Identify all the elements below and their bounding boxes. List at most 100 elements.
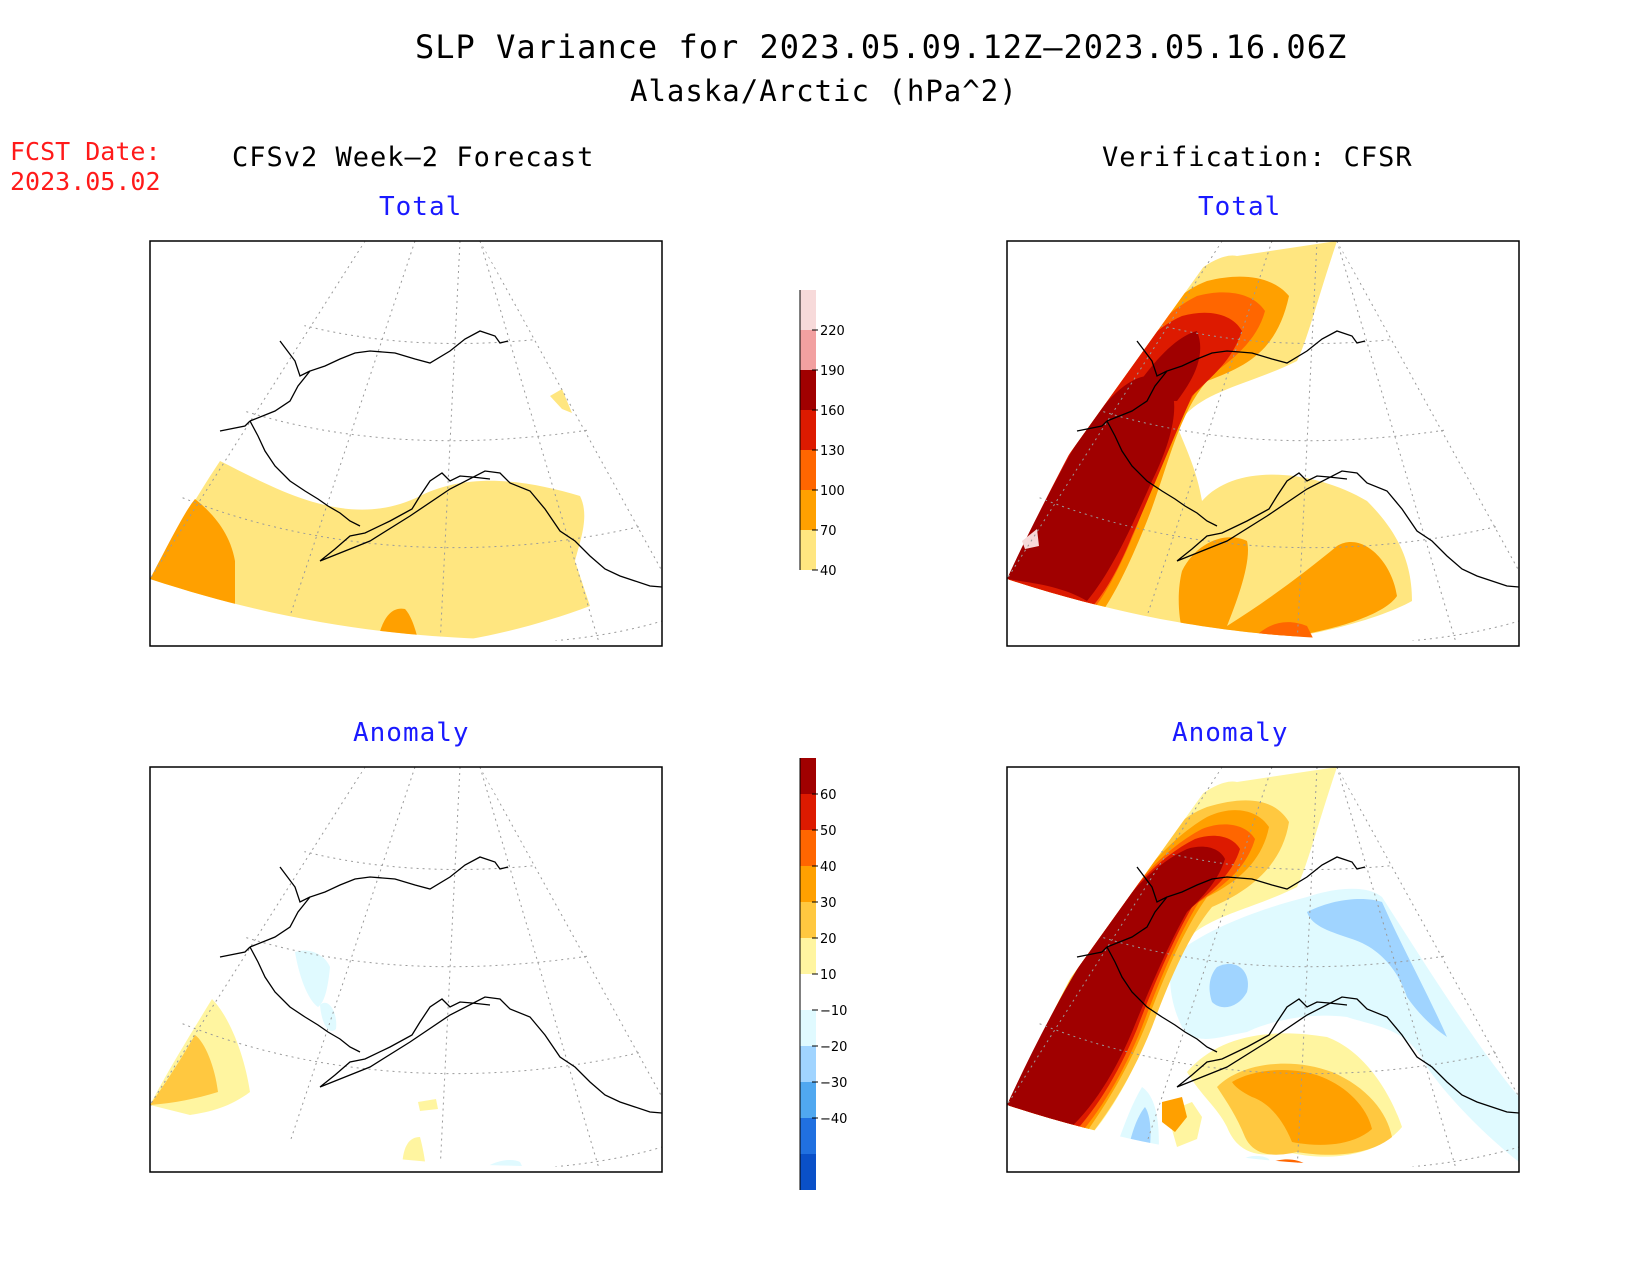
graticule-line <box>229 300 601 344</box>
coastline <box>1076 330 1520 588</box>
contour-region <box>480 1160 525 1172</box>
contour-region <box>1257 1159 1309 1172</box>
fcst-date-value: 2023.05.02 <box>10 167 161 196</box>
colorbar-label: 40 <box>820 564 837 579</box>
contour-region <box>550 389 572 413</box>
forecast-total-title: Total <box>379 192 463 222</box>
colorbar-swatch <box>800 974 816 1010</box>
colorbar-label: 100 <box>820 484 845 499</box>
graticule-line <box>154 1011 662 1075</box>
map-frame <box>1006 240 1520 647</box>
colorbar-swatch <box>800 938 816 974</box>
colorbar-swatch <box>800 530 816 570</box>
verification-total-map <box>1006 240 1520 647</box>
colorbar-swatch <box>800 370 816 410</box>
forecast-total-map <box>149 240 663 647</box>
contour-region <box>150 1035 218 1105</box>
graticule-line <box>1136 241 1273 646</box>
colorbar-swatch <box>800 830 816 866</box>
forecast-anomaly-map <box>149 766 663 1173</box>
graticule-line <box>1296 241 1318 646</box>
graticule-line <box>150 767 366 1106</box>
colorbar-label: −40 <box>820 1112 847 1127</box>
graticule-line <box>279 767 416 1172</box>
coastline <box>219 856 663 1114</box>
colorbar-swatch <box>800 410 816 450</box>
graticule-line <box>189 390 641 442</box>
contour-region <box>1227 1155 1272 1172</box>
contour-region <box>1007 846 1225 1139</box>
coastline <box>219 330 663 588</box>
graticule-line <box>150 241 366 580</box>
colorbar-swatch <box>800 450 816 490</box>
contour-region <box>1007 375 1175 601</box>
graticule-line <box>279 241 416 646</box>
contour-region <box>150 461 590 646</box>
graticule-line <box>1007 241 1223 580</box>
contour-region <box>1127 331 1201 401</box>
map-frame <box>149 766 663 1173</box>
contour-region <box>1232 1070 1372 1145</box>
contour-region <box>320 1002 337 1031</box>
contour-region <box>295 950 330 1007</box>
graticule-line <box>479 767 662 1098</box>
graticule-line <box>1336 241 1458 646</box>
verification-anomaly-title: Anomaly <box>1172 718 1289 748</box>
contour-region <box>1307 899 1447 1037</box>
coastline <box>1076 856 1520 1114</box>
graticule-line <box>229 826 601 870</box>
page-subtitle: Alaska/Arctic (hPa^2) <box>630 74 1018 108</box>
graticule-line <box>479 241 601 646</box>
colorbar-swatch <box>800 1118 816 1154</box>
colorbar-swatch <box>800 794 816 830</box>
contour-region <box>1170 888 1519 1162</box>
contour-region <box>1162 1097 1187 1132</box>
colorbar-label: 40 <box>820 860 837 875</box>
graticule-line <box>154 485 662 549</box>
graticule-line <box>1136 767 1273 1172</box>
colorbar-label: −10 <box>820 1004 847 1019</box>
graticule-line <box>189 916 641 968</box>
colorbar-label: −20 <box>820 1040 847 1055</box>
colorbar-swatch <box>800 490 816 530</box>
colorbar-label: 50 <box>820 824 837 839</box>
colorbar-swatch <box>800 330 816 370</box>
graticule-line <box>1336 767 1458 1172</box>
fcst-date-label: FCST Date: <box>10 137 161 166</box>
map-frame <box>149 240 663 647</box>
graticule-line <box>439 241 461 646</box>
graticule-line <box>150 1104 662 1171</box>
verification-heading: Verification: CFSR <box>1102 142 1413 173</box>
colorbar-swatch <box>800 1082 816 1118</box>
graticule-line <box>1011 1011 1519 1075</box>
colorbar-label: 20 <box>820 932 837 947</box>
contour-region <box>1022 529 1039 549</box>
colorbar-label: 160 <box>820 404 845 419</box>
verification-anomaly-map <box>1006 766 1520 1173</box>
total-colorbar: 220 190 160 130 100 70 40 <box>799 290 845 579</box>
colorbar-label: 10 <box>820 968 837 983</box>
verification-total-title: Total <box>1198 192 1282 222</box>
colorbar-label: 70 <box>820 524 837 539</box>
colorbar-label: 60 <box>820 788 837 803</box>
colorbar-label: 30 <box>820 896 837 911</box>
colorbar-label: 220 <box>820 324 845 339</box>
colorbar-label: −30 <box>820 1076 847 1091</box>
colorbar-swatch <box>800 866 816 902</box>
map-frame <box>1006 766 1520 1173</box>
colorbar-swatch <box>800 758 816 794</box>
colorbar-swatch <box>800 1010 816 1046</box>
page-title: SLP Variance for 2023.05.09.12Z–2023.05.… <box>415 28 1348 66</box>
colorbar-swatch <box>800 1046 816 1082</box>
colorbar-label: 190 <box>820 364 845 379</box>
colorbar-label: 130 <box>820 444 845 459</box>
graticule-line <box>1011 485 1519 549</box>
graticule-line <box>1296 767 1318 1172</box>
graticule-line <box>479 767 601 1172</box>
anomaly-colorbar: 60 50 40 30 20 10 −10 −20 −30 −40 <box>799 758 847 1190</box>
forecast-anomaly-title: Anomaly <box>353 718 470 748</box>
contour-region <box>1178 537 1397 646</box>
contour-region <box>418 1099 438 1111</box>
colorbar-swatch <box>800 902 816 938</box>
forecast-heading: CFSv2 Week–2 Forecast <box>232 142 595 173</box>
